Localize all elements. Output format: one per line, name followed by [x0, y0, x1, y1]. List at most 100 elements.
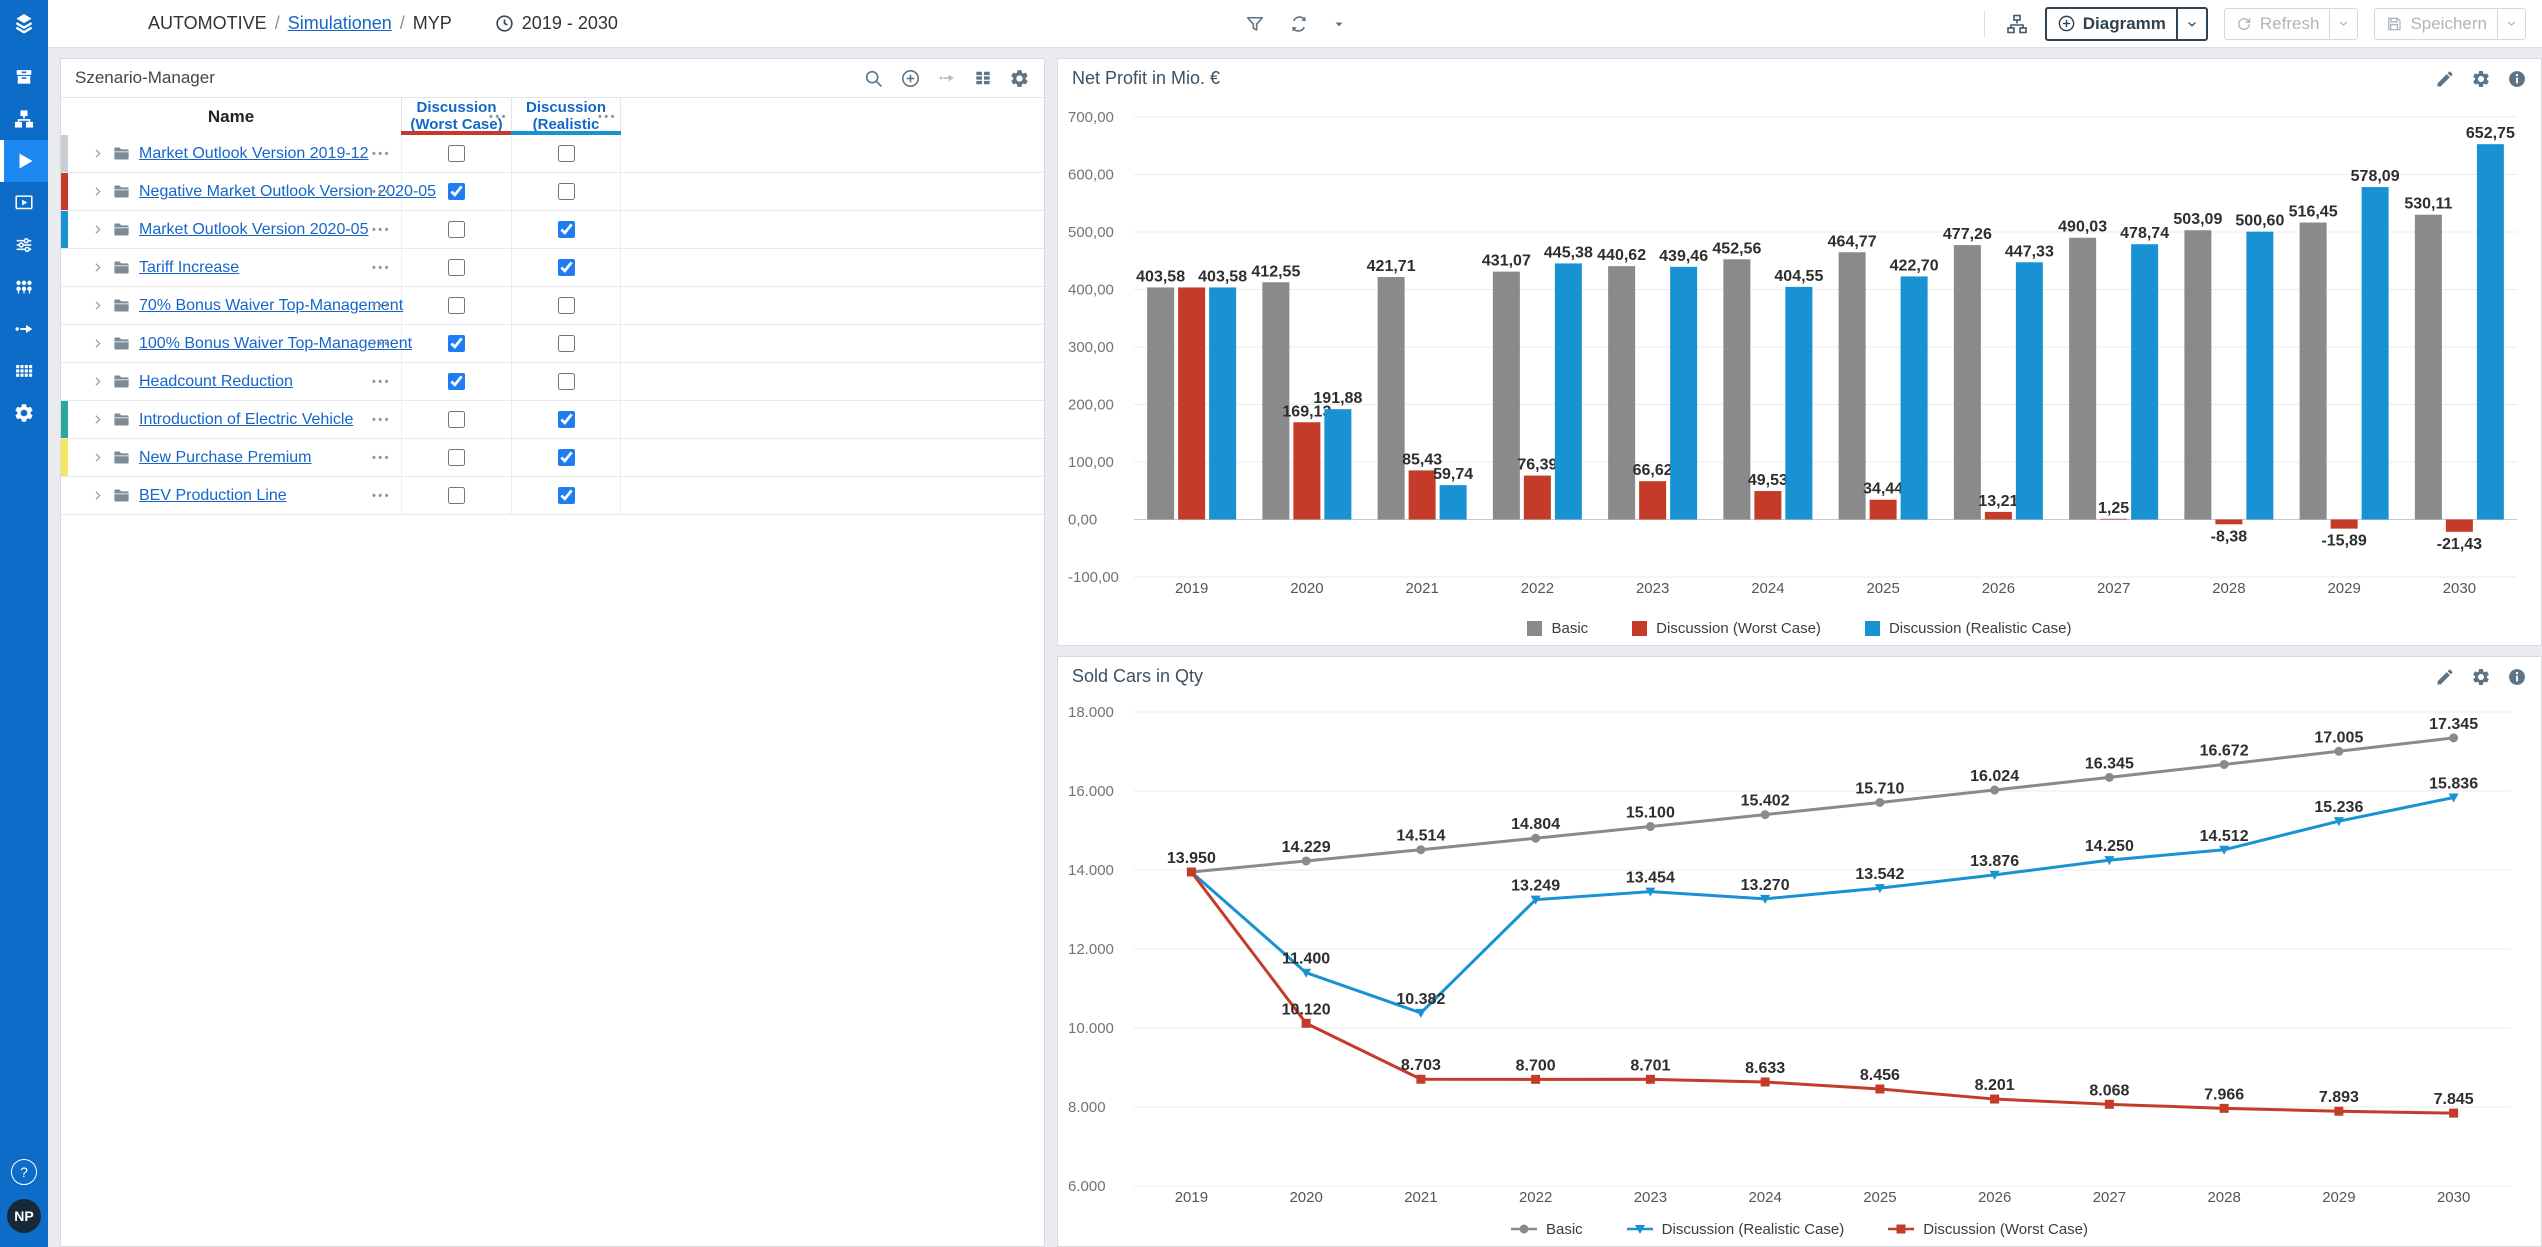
legend-item[interactable]: Basic	[1527, 620, 1588, 637]
row-more-button[interactable]: •••	[371, 261, 391, 274]
list-view-icon[interactable]	[973, 68, 993, 88]
search-icon[interactable]	[863, 68, 884, 89]
legend-item[interactable]: Discussion (Realistic Case)	[1864, 620, 2072, 637]
help-label: ?	[20, 1164, 28, 1180]
scenario-link[interactable]: 100% Bonus Waiver Top-Management	[139, 334, 413, 352]
realistic-case-checkbox[interactable]	[557, 145, 575, 162]
legend-item[interactable]: Discussion (Realistic Case)	[1626, 1221, 1844, 1238]
legend-item[interactable]: Basic	[1510, 1221, 1583, 1238]
info-icon[interactable]	[2507, 69, 2527, 89]
realistic-case-checkbox[interactable]	[557, 297, 575, 314]
sidebar-item-presentations[interactable]	[0, 182, 48, 224]
realistic-case-checkbox[interactable]	[557, 335, 575, 352]
filter-icon[interactable]	[1244, 13, 1266, 35]
column-header-realistic-case[interactable]: Discussion (Realistic •••	[511, 98, 621, 135]
worst-case-checkbox[interactable]	[448, 221, 465, 238]
svg-text:447,33: 447,33	[2005, 243, 2054, 260]
scenario-link[interactable]: 70% Bonus Waiver Top-Management	[139, 296, 404, 314]
column-header-worst-case[interactable]: Discussion (Worst Case) •••	[401, 98, 512, 135]
row-more-button[interactable]: •••	[371, 451, 391, 464]
scenario-link[interactable]: BEV Production Line	[139, 486, 287, 504]
diagramm-dropdown-caret[interactable]	[2175, 8, 2206, 39]
chevron-down-icon[interactable]	[1332, 17, 1346, 31]
expand-chevron-icon[interactable]	[91, 261, 104, 274]
expand-chevron-icon[interactable]	[91, 223, 104, 236]
sidebar-item-simulations[interactable]	[0, 140, 48, 182]
gear-icon[interactable]	[1009, 68, 1030, 89]
scenario-color-bar	[61, 439, 68, 476]
scenario-link[interactable]: Negative Market Outlook Version 2020-05	[139, 182, 437, 200]
refresh-button[interactable]: Refresh	[2223, 7, 2359, 40]
sidebar-item-archive[interactable]	[0, 56, 48, 98]
sync-icon[interactable]	[1288, 13, 1310, 35]
expand-chevron-icon[interactable]	[91, 375, 104, 388]
realistic-case-checkbox[interactable]	[557, 487, 575, 504]
sidebar-item-exports[interactable]	[0, 308, 48, 350]
sidebar-item-tables[interactable]	[0, 350, 48, 392]
expand-chevron-icon[interactable]	[91, 451, 104, 464]
row-more-button[interactable]: •••	[371, 337, 391, 350]
sidebar-item-model[interactable]	[0, 98, 48, 140]
expand-chevron-icon[interactable]	[91, 337, 104, 350]
gear-icon[interactable]	[2471, 69, 2491, 89]
gear-icon[interactable]	[2471, 667, 2491, 687]
worst-case-checkbox[interactable]	[448, 373, 465, 390]
realistic-case-checkbox[interactable]	[557, 259, 575, 276]
row-more-button[interactable]: •••	[371, 375, 391, 388]
legend-item[interactable]: Discussion (Worst Case)	[1888, 1221, 2088, 1238]
row-more-button[interactable]: •••	[371, 413, 391, 426]
sidebar-item-settings[interactable]	[0, 392, 48, 434]
breadcrumb-section-link[interactable]: Simulationen	[287, 13, 392, 33]
realistic-case-checkbox[interactable]	[557, 183, 575, 200]
worst-case-checkbox[interactable]	[448, 411, 465, 428]
info-icon[interactable]	[2507, 667, 2527, 687]
add-scenario-icon[interactable]	[900, 68, 921, 89]
edit-icon[interactable]	[2435, 667, 2455, 687]
hierarchy-view-icon[interactable]	[2005, 12, 2029, 36]
diagramm-button[interactable]: Diagramm	[2044, 6, 2208, 41]
expand-chevron-icon[interactable]	[91, 185, 104, 198]
scenario-link[interactable]: New Purchase Premium	[139, 448, 312, 466]
worst-case-checkbox[interactable]	[448, 297, 465, 314]
realistic-case-checkbox[interactable]	[557, 449, 575, 466]
worst-case-checkbox[interactable]	[448, 145, 465, 162]
realistic-case-checkbox[interactable]	[557, 373, 575, 390]
row-more-button[interactable]: •••	[371, 223, 391, 236]
expand-chevron-icon[interactable]	[91, 413, 104, 426]
worst-case-checkbox[interactable]	[448, 259, 465, 276]
scenario-link[interactable]: Market Outlook Version 2019-12	[139, 144, 369, 162]
scenario-link[interactable]: Tariff Increase	[139, 258, 240, 276]
app-logo-icon[interactable]	[0, 0, 48, 48]
realistic-case-checkbox[interactable]	[557, 411, 575, 428]
row-more-button[interactable]: •••	[371, 147, 391, 160]
row-more-button[interactable]: •••	[371, 185, 391, 198]
help-icon[interactable]: ?	[11, 1159, 37, 1185]
column-more-button[interactable]: •••	[597, 110, 617, 123]
expand-chevron-icon[interactable]	[91, 299, 104, 312]
row-more-button[interactable]: •••	[371, 489, 391, 502]
refresh-dropdown-caret[interactable]	[2329, 8, 2357, 39]
sidebar-item-drivers[interactable]	[0, 266, 48, 308]
legend-item[interactable]: Discussion (Worst Case)	[1632, 620, 1821, 637]
column-header-name[interactable]: Name	[61, 98, 401, 135]
worst-case-checkbox[interactable]	[448, 335, 465, 352]
avatar[interactable]: NP	[7, 1199, 41, 1233]
worst-case-checkbox[interactable]	[448, 183, 465, 200]
scenario-link[interactable]: Headcount Reduction	[139, 372, 293, 390]
edit-icon[interactable]	[2435, 69, 2455, 89]
arrow-right-icon[interactable]	[937, 68, 957, 88]
realistic-case-checkbox[interactable]	[557, 221, 575, 238]
worst-case-checkbox[interactable]	[448, 449, 465, 466]
column-more-button[interactable]: •••	[488, 110, 508, 123]
period-selector[interactable]: 2019 - 2030	[494, 13, 618, 34]
sidebar-item-assumptions[interactable]	[0, 224, 48, 266]
scenario-link[interactable]: Market Outlook Version 2020-05	[139, 220, 369, 238]
expand-chevron-icon[interactable]	[91, 147, 104, 160]
svg-text:403,58: 403,58	[1136, 268, 1185, 285]
expand-chevron-icon[interactable]	[91, 489, 104, 502]
scenario-link[interactable]: Introduction of Electric Vehicle	[139, 410, 354, 428]
save-dropdown-caret[interactable]	[2497, 8, 2525, 39]
row-more-button[interactable]: •••	[371, 299, 391, 312]
save-button[interactable]: Speichern	[2374, 7, 2526, 40]
worst-case-checkbox[interactable]	[448, 487, 465, 504]
